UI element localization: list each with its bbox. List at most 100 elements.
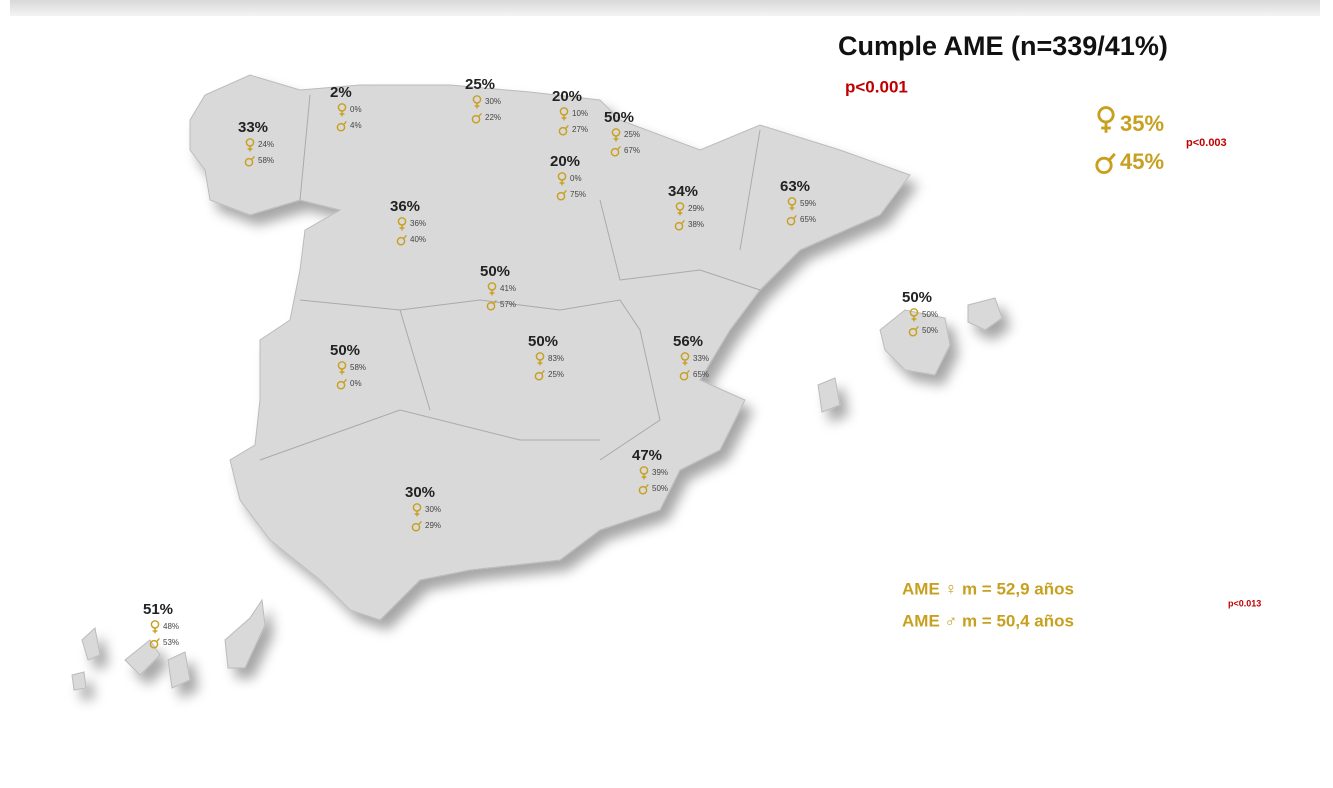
region-total: 63% bbox=[780, 178, 810, 195]
region-female: 41% bbox=[500, 284, 516, 293]
region-total: 56% bbox=[673, 333, 703, 350]
male-icon bbox=[396, 236, 406, 246]
region-total: 20% bbox=[550, 153, 580, 170]
region-label: 50% 58% 0% bbox=[330, 342, 366, 390]
female-icon bbox=[245, 138, 255, 147]
region-male: 75% bbox=[570, 190, 586, 199]
region-female: 33% bbox=[693, 354, 709, 363]
region-female: 39% bbox=[652, 468, 668, 477]
region-female: 24% bbox=[258, 140, 274, 149]
mainland bbox=[189, 74, 911, 621]
border bbox=[599, 199, 761, 291]
region-label: 50% 50% 50% bbox=[902, 289, 938, 337]
age-p-value: p<0.013 bbox=[1228, 598, 1261, 608]
male-icon bbox=[908, 327, 918, 337]
male-icon bbox=[155, 637, 160, 643]
region-female: 30% bbox=[485, 97, 501, 106]
male-icon bbox=[644, 483, 649, 489]
region-total: 50% bbox=[902, 289, 932, 306]
male-icon bbox=[471, 114, 481, 124]
region-label: 50% 25% 67% bbox=[604, 109, 640, 157]
region-label: 20% 0% 75% bbox=[550, 153, 586, 201]
region-total: 50% bbox=[528, 333, 558, 350]
male-icon bbox=[486, 301, 496, 311]
region-total: 20% bbox=[552, 88, 582, 105]
title: Cumple AME (n=339/41%) bbox=[838, 31, 1168, 61]
male-icon bbox=[336, 122, 346, 132]
male-icon bbox=[564, 124, 569, 130]
canary-island bbox=[224, 598, 266, 669]
region-male: 25% bbox=[548, 370, 564, 379]
male-icon bbox=[417, 520, 422, 526]
male-icon bbox=[342, 378, 347, 384]
ibiza bbox=[817, 377, 841, 413]
region-female: 29% bbox=[688, 204, 704, 213]
region-male: 29% bbox=[425, 521, 441, 530]
region-female: 58% bbox=[350, 363, 366, 372]
region-female: 30% bbox=[425, 505, 441, 514]
region-female: 10% bbox=[572, 109, 588, 118]
p-value: p<0.001 bbox=[845, 77, 908, 96]
region-total: 30% bbox=[405, 484, 435, 501]
age-male: AME ♂ m = 50,4 años bbox=[902, 611, 1074, 630]
female-icon bbox=[397, 217, 407, 226]
region-total: 50% bbox=[604, 109, 634, 126]
spain-map bbox=[71, 74, 1003, 691]
region-total: 47% bbox=[632, 447, 662, 464]
male-icon bbox=[492, 299, 497, 305]
region-male: 0% bbox=[350, 379, 362, 388]
male-icon bbox=[610, 147, 620, 157]
male-icon bbox=[680, 219, 685, 225]
region-female: 36% bbox=[410, 219, 426, 228]
canary-island bbox=[167, 651, 191, 689]
region-total: 51% bbox=[143, 601, 173, 618]
female-icon bbox=[150, 620, 160, 629]
region-label: 51% 48% 53% bbox=[143, 601, 179, 649]
male-icon bbox=[477, 112, 482, 118]
male-icon bbox=[685, 369, 690, 375]
female-icon bbox=[611, 128, 621, 137]
female-icon bbox=[675, 202, 685, 211]
region-label: 63% 59% 65% bbox=[780, 178, 816, 226]
male-icon bbox=[1095, 156, 1113, 175]
female-icon bbox=[1097, 106, 1115, 124]
region-label: 56% 33% 65% bbox=[673, 333, 709, 381]
male-icon bbox=[244, 157, 254, 167]
region-female: 83% bbox=[548, 354, 564, 363]
region-label: 47% 39% 50% bbox=[632, 447, 668, 495]
region-male: 38% bbox=[688, 220, 704, 229]
summary-female: 35% bbox=[1097, 106, 1164, 136]
female-icon bbox=[557, 172, 567, 181]
male-icon bbox=[562, 189, 567, 195]
region-total: 36% bbox=[390, 198, 420, 215]
region-label: 36% 36% 40% bbox=[390, 198, 426, 246]
border bbox=[399, 309, 431, 411]
region-male: 50% bbox=[652, 484, 668, 493]
male-icon bbox=[786, 216, 796, 226]
region-label: 20% 10% 27% bbox=[552, 88, 588, 136]
region-female: 0% bbox=[570, 174, 582, 183]
male-icon bbox=[1107, 152, 1116, 162]
male-icon bbox=[402, 234, 407, 240]
summary-p-value: p<0.003 bbox=[1186, 137, 1227, 149]
region-total: 34% bbox=[668, 183, 698, 200]
region-male: 53% bbox=[163, 638, 179, 647]
male-icon bbox=[674, 221, 684, 231]
region-label: 50% 83% 25% bbox=[528, 333, 564, 381]
summary-male-value: 45% bbox=[1120, 149, 1164, 174]
region-female: 0% bbox=[350, 105, 362, 114]
region-male: 65% bbox=[693, 370, 709, 379]
border bbox=[299, 299, 661, 461]
canary-island bbox=[81, 627, 101, 661]
region-label: 50% 41% 57% bbox=[480, 263, 516, 311]
region-label: 33% 24% 58% bbox=[238, 119, 274, 167]
mallorca bbox=[879, 309, 951, 376]
male-icon bbox=[411, 522, 421, 532]
male-icon bbox=[914, 325, 919, 331]
male-icon bbox=[336, 380, 346, 390]
region-male: 40% bbox=[410, 235, 426, 244]
male-icon bbox=[792, 214, 797, 220]
region-male: 50% bbox=[922, 326, 938, 335]
